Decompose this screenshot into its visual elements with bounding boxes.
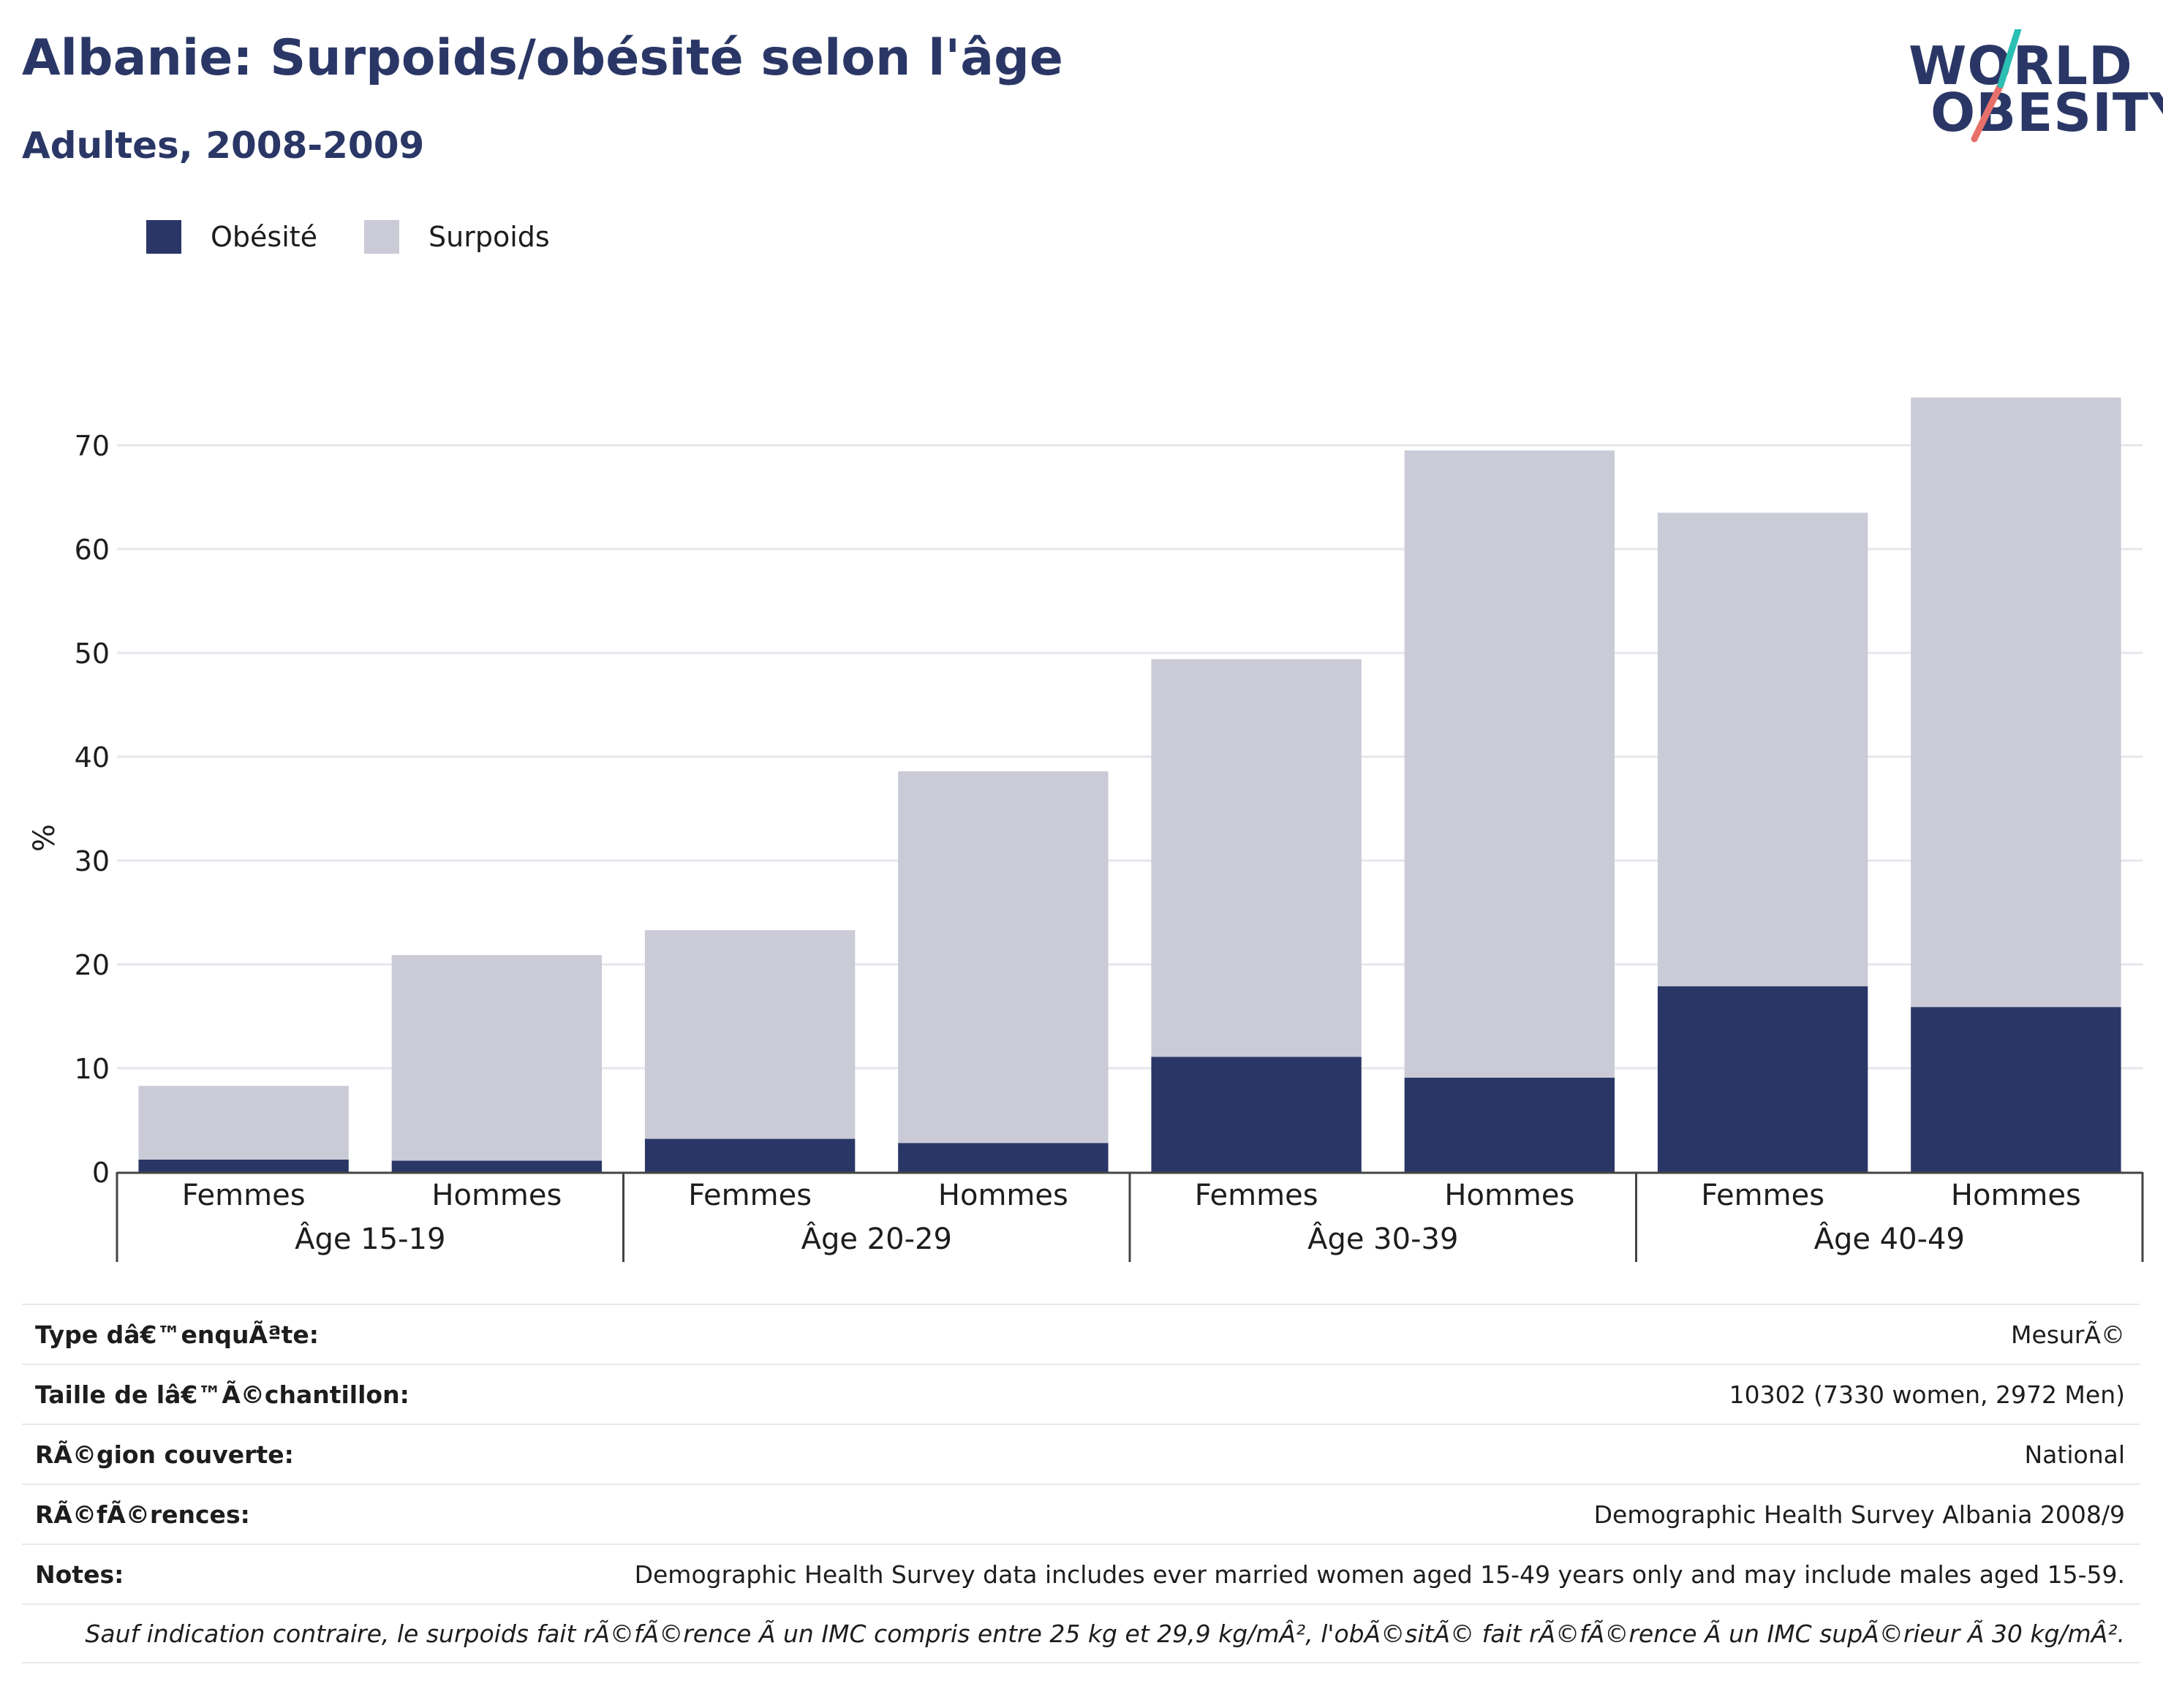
meta-label: Taille de lâ€™Ã©chantillon: — [35, 1380, 409, 1409]
bar-surpoids — [898, 771, 1109, 1144]
x-tick-label: Hommes — [431, 1179, 562, 1212]
bar-obesite — [644, 1138, 856, 1172]
bar-surpoids — [1657, 513, 1868, 986]
meta-row-survey-type: Type dâ€™enquÃªte: MesurÃ© — [22, 1304, 2140, 1364]
footnote-text: Sauf indication contraire, le surpoids f… — [85, 1619, 2125, 1648]
bar-obesite — [1911, 1007, 2121, 1172]
logo-slash-icon — [1971, 29, 2022, 143]
bar-obesite — [1404, 1077, 1615, 1172]
logo-line-2: OBESITY — [1930, 82, 2163, 143]
legend-label-surpoids: Surpoids — [429, 221, 550, 253]
meta-row-region: RÃ©gion couverte: National — [22, 1424, 2140, 1484]
world-obesity-logo: WORLD OBESITY — [1909, 29, 2163, 154]
chart-legend: Obésité Surpoids — [146, 218, 597, 256]
meta-row-notes: Notes: Demographic Health Survey data in… — [22, 1543, 2140, 1603]
y-tick-label: 0 — [92, 1157, 110, 1189]
bar-obesite — [1657, 986, 1868, 1172]
x-tick-label: Femmes — [688, 1179, 812, 1212]
chart-title: Albanie: Surpoids/obésité selon l'âge — [22, 29, 1063, 87]
meta-row-sample-size: Taille de lâ€™Ã©chantillon: 10302 (7330 … — [22, 1364, 2140, 1424]
bar-obesite — [391, 1160, 603, 1172]
survey-metadata-table: Type dâ€™enquÃªte: MesurÃ© Taille de lâ€… — [22, 1304, 2140, 1663]
meta-value: Demographic Health Survey data includes … — [634, 1560, 2125, 1589]
meta-label: RÃ©fÃ©rences: — [35, 1500, 250, 1529]
x-tick-label: Femmes — [1195, 1179, 1318, 1212]
x-tick-label: Hommes — [938, 1179, 1068, 1212]
meta-value: Demographic Health Survey Albania 2008/9 — [1593, 1500, 2125, 1529]
bar-obesite — [898, 1143, 1109, 1172]
chart-subtitle: Adultes, 2008-2009 — [22, 124, 425, 167]
y-tick-label: 70 — [75, 430, 110, 462]
meta-value: 10302 (7330 women, 2972 Men) — [1729, 1380, 2125, 1409]
bar-obesite — [1151, 1057, 1362, 1172]
y-axis-label: % — [28, 824, 61, 852]
stacked-bar-chart: 0 10 20 30 40 50 60 70% Femmes Hommes Femmes Hommes… — [28, 397, 2144, 1262]
x-tick-label: Femmes — [182, 1179, 306, 1212]
legend-item-obesite: Obésité — [146, 220, 317, 254]
y-tick-label: 20 — [75, 949, 110, 981]
bar-surpoids — [644, 930, 856, 1139]
x-tick-label: Hommes — [1444, 1179, 1574, 1212]
x-tick-label: Femmes — [1701, 1179, 1824, 1212]
bar-surpoids — [138, 1086, 349, 1160]
meta-row-references: RÃ©fÃ©rences: Demographic Health Survey … — [22, 1484, 2140, 1543]
legend-item-surpoids: Surpoids — [364, 220, 550, 254]
meta-label: RÃ©gion couverte: — [35, 1440, 294, 1469]
y-tick-label: 50 — [75, 638, 110, 670]
bar-obesite — [138, 1159, 349, 1172]
group-label: Âge 20-29 — [801, 1221, 952, 1256]
x-tick-label: Hommes — [1951, 1179, 2081, 1212]
bar-surpoids — [391, 955, 603, 1161]
bar-surpoids — [1151, 659, 1362, 1057]
meta-label: Type dâ€™enquÃªte: — [35, 1320, 319, 1349]
y-tick-label: 40 — [75, 741, 110, 774]
meta-label: Notes: — [35, 1560, 124, 1589]
logo-line-1: WORLD — [1909, 35, 2133, 97]
meta-value: National — [2024, 1440, 2125, 1469]
y-tick-label: 60 — [75, 534, 110, 566]
group-label: Âge 40-49 — [1814, 1221, 1965, 1256]
group-label: Âge 15-19 — [295, 1221, 445, 1256]
legend-swatch-obesite — [146, 220, 181, 254]
bar-surpoids — [1404, 450, 1615, 1078]
y-tick-label: 30 — [75, 845, 110, 877]
group-label: Âge 30-39 — [1307, 1221, 1458, 1256]
bar-surpoids — [1911, 397, 2121, 1008]
legend-label-obesite: Obésité — [211, 221, 318, 253]
meta-value: MesurÃ© — [2010, 1320, 2125, 1349]
meta-row-footnote: Sauf indication contraire, le surpoids f… — [22, 1603, 2140, 1663]
legend-swatch-surpoids — [364, 220, 400, 254]
y-tick-label: 10 — [75, 1053, 110, 1085]
